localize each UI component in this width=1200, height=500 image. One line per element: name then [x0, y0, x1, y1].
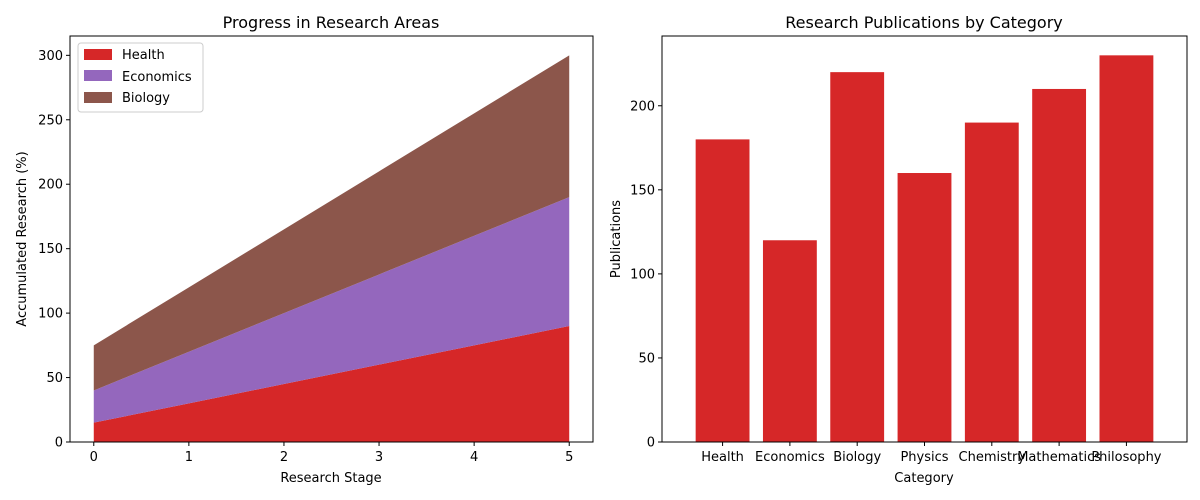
area-ytick-label: 250 — [38, 113, 63, 128]
bar-chart-xlabel: Category — [894, 471, 954, 486]
area-series-biology — [93, 55, 570, 391]
bar-chart-title: Research Publications by Category — [785, 13, 1063, 32]
bar-ytick-label: 0 — [647, 436, 655, 451]
bar-xtick-label: Economics — [755, 450, 825, 465]
bar-xtick-label: Health — [701, 450, 744, 465]
bar-xtick-label: Biology — [833, 450, 881, 465]
legend-swatch-biology — [84, 92, 112, 103]
bar-ytick-label: 100 — [630, 267, 655, 282]
bar-chart: Research Publications by Category Health… — [609, 13, 1188, 486]
area-xtick-label: 5 — [565, 450, 573, 465]
area-xtick-label: 4 — [470, 450, 478, 465]
bar-ticks-layer: Health Economics Biology Physics ChemistryMa… — [630, 99, 1162, 465]
bar-xtick-label: Physics — [900, 450, 948, 465]
legend-label-health: Health — [122, 48, 165, 63]
area-chart-frame — [69, 35, 594, 443]
area-xtick-label: 1 — [185, 450, 193, 465]
area-chart-ylabel: Accumulated Research (%) — [15, 151, 30, 326]
bar-chart-ylabel: Publications — [609, 200, 624, 278]
bar-biology — [830, 72, 885, 442]
bar-chemistry — [964, 122, 1019, 442]
area-ytick-label: 300 — [38, 49, 63, 64]
bar-series-layer — [695, 55, 1154, 443]
legend-label-biology: Biology — [122, 91, 170, 106]
area-chart-title: Progress in Research Areas — [223, 13, 440, 32]
bar-ytick-label: 50 — [638, 351, 655, 366]
bar-xtick-label: Mathematics — [1017, 450, 1101, 465]
area-xtick-label: 0 — [90, 450, 98, 465]
area-chart: Progress in Research Areas 0 1 2 3 4 50501001… — [15, 13, 594, 486]
bar-physics — [897, 173, 952, 442]
area-ytick-label: 0 — [55, 436, 63, 451]
area-xtick-label: 3 — [375, 450, 383, 465]
area-series-economics — [93, 197, 570, 423]
area-ytick-label: 200 — [38, 178, 63, 193]
area-ytick-label: 50 — [46, 371, 63, 386]
bar-health — [695, 139, 750, 443]
area-ytick-label: 100 — [38, 307, 63, 322]
bar-xtick-label: Chemistry — [959, 450, 1026, 465]
area-legend: Health Economics Biology — [77, 42, 204, 113]
area-series-health — [93, 326, 570, 442]
legend-swatch-economics — [84, 70, 112, 81]
bar-ytick-label: 200 — [630, 99, 655, 114]
area-chart-xlabel: Research Stage — [280, 471, 381, 486]
area-xtick-label: 2 — [280, 450, 288, 465]
legend-label-economics: Economics — [122, 70, 192, 85]
area-ytick-label: 150 — [38, 242, 63, 257]
bar-ytick-label: 150 — [630, 183, 655, 198]
legend-swatch-health — [84, 49, 112, 60]
bar-xtick-label: Philosophy — [1091, 450, 1161, 465]
area-series-layer — [93, 55, 570, 442]
bar-mathematics — [1032, 88, 1087, 443]
bar-philosophy — [1099, 55, 1154, 442]
bar-chart-frame — [661, 35, 1188, 443]
bar-economics — [762, 240, 817, 442]
